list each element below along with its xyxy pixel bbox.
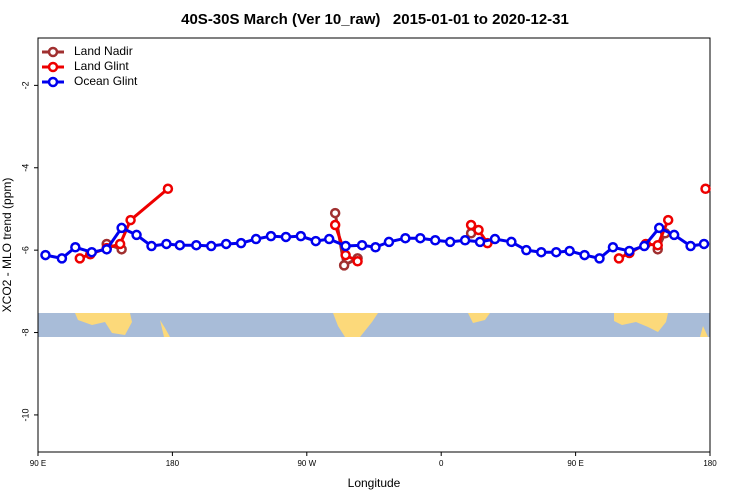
point [550, 246, 562, 258]
point [56, 253, 68, 264]
plot-frame [37, 37, 711, 453]
point [489, 233, 501, 245]
x-tick-label: 90 E [567, 459, 583, 468]
point [280, 231, 292, 243]
y-axis-label: XCO2 - MLO trend (ppm) [0, 178, 14, 313]
point [474, 236, 486, 248]
point [685, 240, 696, 252]
point [116, 222, 127, 234]
legend-marker [47, 76, 59, 88]
point [607, 242, 619, 253]
point [125, 214, 136, 226]
point [205, 240, 217, 252]
point [639, 240, 650, 252]
point [594, 253, 605, 264]
point [459, 235, 471, 246]
point [352, 256, 363, 267]
point [652, 239, 663, 251]
point [220, 238, 232, 250]
point [429, 235, 441, 246]
point [536, 246, 547, 258]
chart-title: 40S-30S March (Ver 10_raw) 2015-01-01 to… [181, 11, 569, 28]
y-tick-label: -4 [20, 164, 30, 172]
x-tick-label: 0 [439, 459, 444, 468]
legend-label: Ocean Glint [74, 74, 138, 88]
point [356, 239, 368, 251]
point [329, 207, 341, 219]
point [265, 230, 277, 242]
point [40, 249, 51, 261]
point [698, 238, 710, 250]
point [146, 240, 157, 252]
point [465, 219, 477, 231]
y-tick-label: -10 [20, 408, 30, 421]
point [250, 233, 262, 245]
point [101, 244, 112, 255]
point [400, 232, 411, 244]
point [323, 233, 335, 245]
point [613, 253, 625, 264]
x-tick-label: 180 [166, 459, 180, 468]
point [506, 236, 517, 248]
x-tick-label: 90 E [30, 459, 46, 468]
legend-label: Land Nadir [74, 44, 133, 58]
point [668, 229, 680, 241]
point [579, 249, 590, 261]
point [415, 232, 426, 244]
point [473, 224, 484, 236]
x-tick-label: 180 [703, 459, 717, 468]
legend-marker [47, 61, 59, 73]
x-axis-label: Longitude [348, 476, 401, 490]
point [235, 237, 247, 249]
point [162, 183, 174, 195]
point [370, 242, 381, 253]
point [310, 235, 322, 247]
point [191, 239, 202, 251]
point [340, 240, 351, 252]
point [329, 219, 341, 231]
point [340, 249, 351, 261]
point [161, 238, 172, 250]
point [174, 239, 186, 251]
map-strip [38, 313, 710, 337]
point [383, 236, 395, 248]
point [114, 238, 126, 250]
point [662, 214, 674, 226]
legend-marker [47, 46, 59, 58]
point [131, 229, 142, 241]
point [653, 222, 665, 234]
point [74, 253, 86, 264]
y-tick-label: -2 [20, 81, 30, 89]
legend-label: Land Glint [74, 59, 129, 73]
x-tick-label: 90 W [297, 459, 316, 468]
y-tick-label: -8 [20, 329, 30, 337]
point [70, 242, 81, 253]
point [295, 230, 307, 242]
y-tick-label: -6 [20, 246, 30, 254]
point [338, 260, 350, 271]
point [521, 244, 532, 256]
point [624, 245, 635, 257]
point [444, 236, 456, 248]
point [564, 245, 575, 257]
point [700, 183, 711, 195]
point [86, 246, 98, 258]
